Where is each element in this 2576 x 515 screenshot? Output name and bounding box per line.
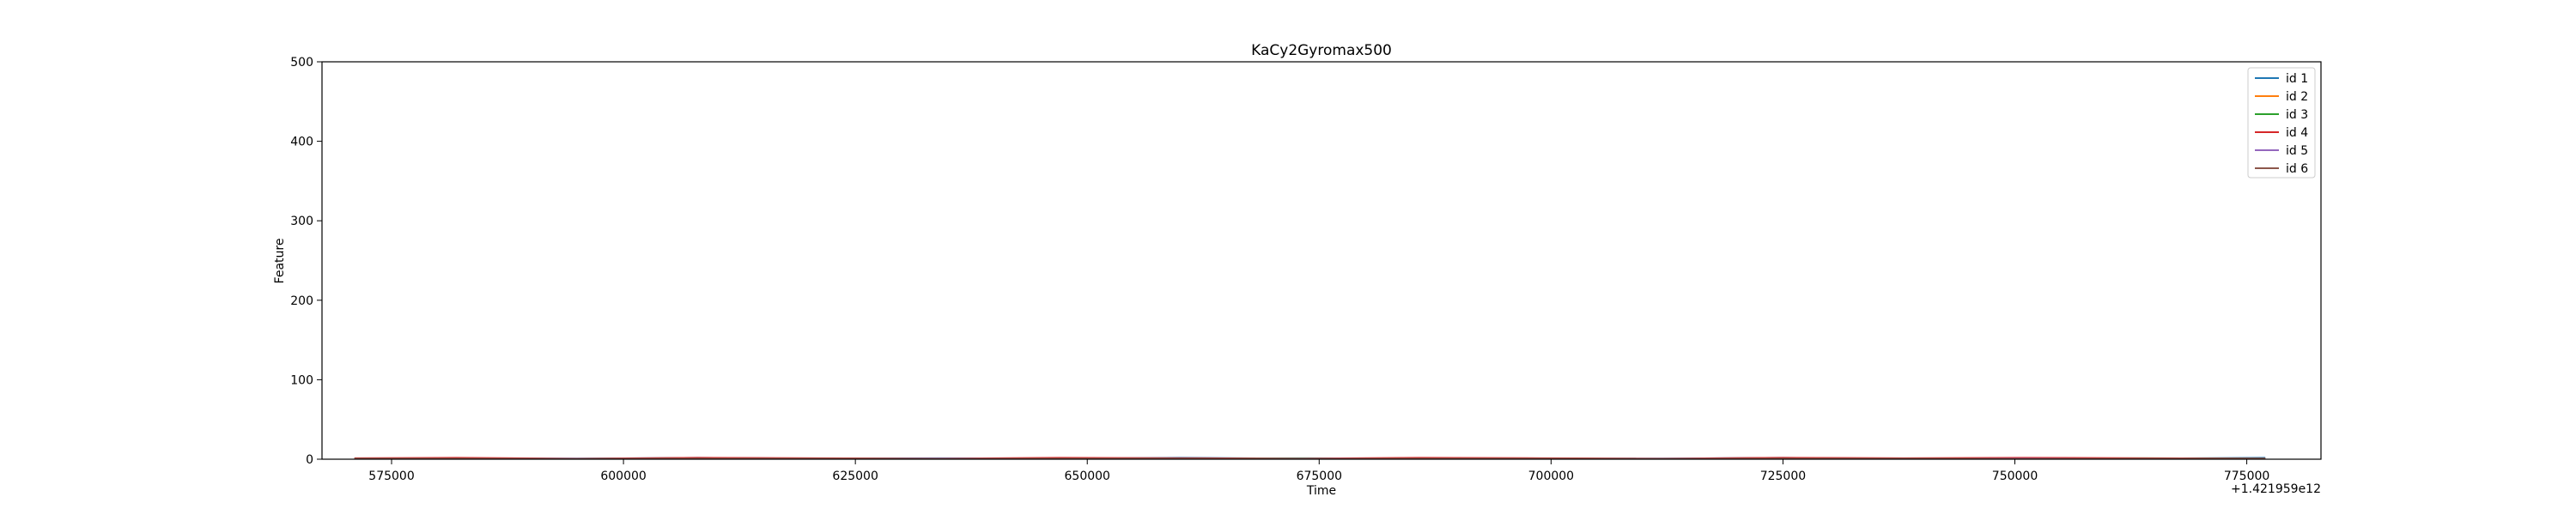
y-tick-label: 100 [290, 373, 313, 387]
legend-label: id 1 [2286, 72, 2308, 86]
series-layer [354, 457, 2266, 460]
legend-label: id 5 [2286, 144, 2308, 158]
y-tick-label: 400 [290, 136, 313, 149]
legend-label: id 6 [2286, 162, 2308, 176]
x-offset-label: +1.421959e12 [2231, 482, 2321, 496]
legend-label: id 2 [2286, 90, 2308, 104]
y-tick-label: 300 [290, 215, 313, 228]
x-tick-label: 750000 [1992, 470, 2038, 483]
legend: id 1 id 2 id 3 id 4 id 5 id 6 [2247, 67, 2316, 179]
y-tick-label: 500 [290, 56, 313, 70]
chart-title: KaCy2Gyromax500 [1251, 42, 1392, 59]
x-tick-label: 625000 [832, 470, 878, 483]
plot-frame [321, 61, 2322, 460]
x-tick-label: 775000 [2224, 470, 2269, 483]
x-tick-label: 725000 [1760, 470, 1806, 483]
y-tick-label: 200 [290, 294, 313, 308]
y-tick-label: 0 [306, 453, 313, 467]
legend-label: id 3 [2286, 108, 2308, 122]
axes-layer: 575000 600000 625000 650000 675000 700000 7250… [290, 56, 2269, 483]
legend-label: id 4 [2286, 126, 2308, 140]
x-tick-label: 700000 [1528, 470, 1574, 483]
x-tick-label: 650000 [1065, 470, 1110, 483]
y-axis-label: Feature [273, 239, 287, 284]
x-tick-label: 675000 [1297, 470, 1342, 483]
x-axis-label: Time [1306, 484, 1336, 498]
x-tick-label: 600000 [600, 470, 646, 483]
x-tick-label: 575000 [368, 470, 414, 483]
